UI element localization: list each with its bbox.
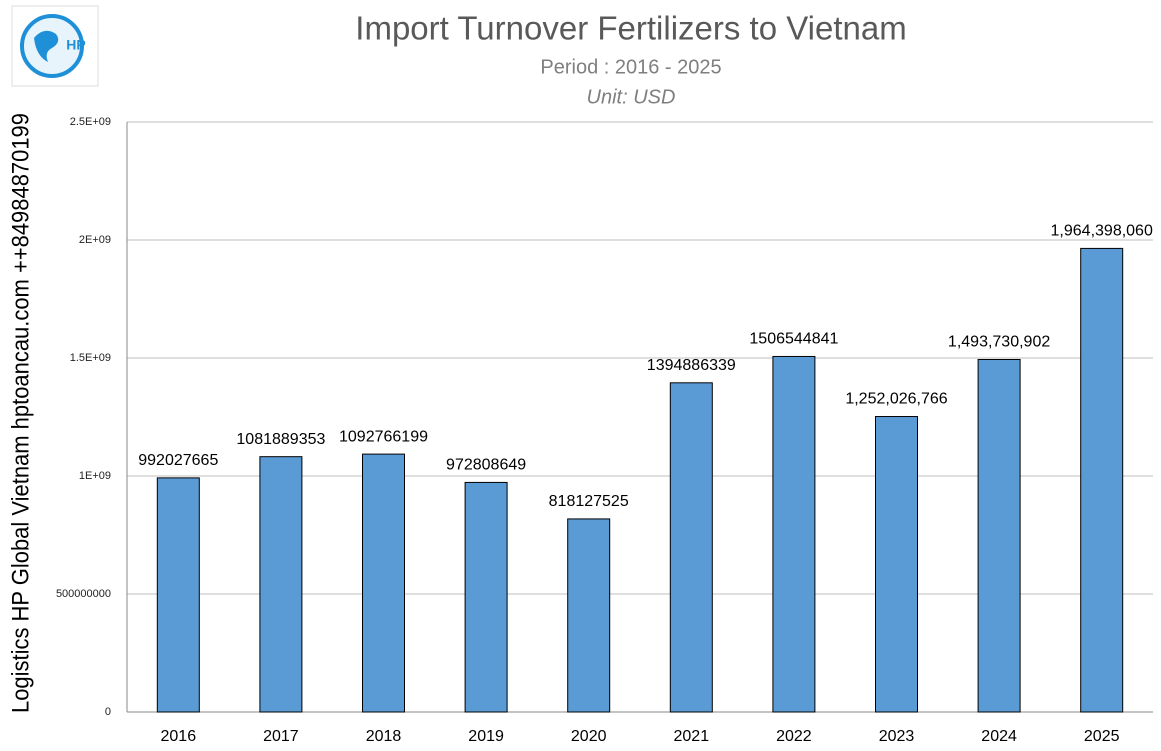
x-tick-label: 2021 [674, 728, 710, 745]
y-tick-label: 0 [105, 706, 111, 718]
x-tick-label: 2016 [161, 728, 197, 745]
x-tick-label: 2024 [981, 728, 1017, 745]
logo-text: HP [66, 37, 85, 53]
bar [875, 416, 918, 713]
y-tick-label: 2.5E+09 [70, 116, 111, 128]
bar [362, 453, 405, 713]
y-tick-label: 1E+09 [79, 470, 111, 482]
bar [464, 481, 508, 713]
data-label: 818127525 [549, 493, 629, 510]
y-axis-label: Logistics HP Global Vietnam hptoancau.co… [7, 113, 34, 713]
data-label: 1,493,730,902 [948, 334, 1050, 351]
bar [977, 358, 1021, 713]
data-label: 992027665 [138, 452, 218, 469]
logo: HP [11, 5, 99, 87]
data-label: 1092766199 [339, 428, 428, 445]
bar [259, 456, 303, 713]
y-tick-label: 500000000 [56, 588, 111, 600]
y-tick-label: 2E+09 [79, 234, 111, 246]
x-tick-label: 2018 [366, 728, 402, 745]
data-label: 1,964,398,060 [1051, 223, 1153, 240]
bar [567, 518, 611, 713]
x-tick-label: 2020 [571, 728, 607, 745]
chart-title: Import Turnover Fertilizers to Vietnam [355, 10, 906, 47]
logo-land [34, 30, 59, 62]
bar [772, 355, 816, 713]
unit-label: Unit: USD [587, 86, 676, 108]
data-label: 1081889353 [236, 431, 325, 448]
x-tick-label: 2019 [468, 728, 504, 745]
data-label: 1,252,026,766 [845, 391, 947, 408]
x-tick-label: 2025 [1084, 728, 1120, 745]
x-tick-label: 2017 [263, 728, 299, 745]
data-label: 1394886339 [647, 357, 736, 374]
data-label: 1506544841 [749, 331, 838, 348]
x-tick-label: 2022 [776, 728, 812, 745]
bar [1080, 247, 1124, 713]
x-tick-label: 2023 [879, 728, 915, 745]
bar [156, 477, 200, 713]
y-tick-label: 1.5E+09 [70, 352, 111, 364]
data-label: 972808649 [446, 457, 526, 474]
bar [669, 382, 713, 713]
chart-subtitle: Period : 2016 - 2025 [540, 56, 721, 78]
